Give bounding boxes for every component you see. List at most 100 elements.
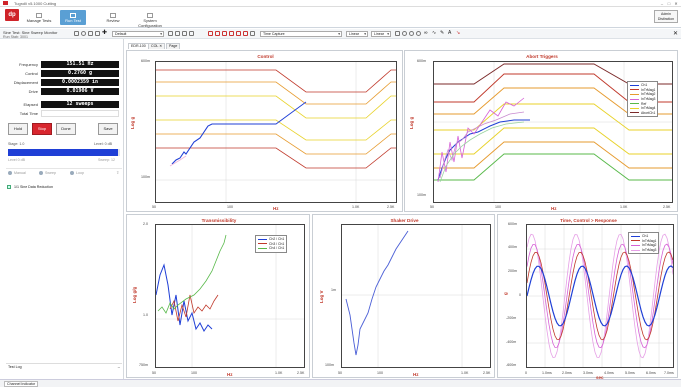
intrmag1-wave	[526, 251, 674, 341]
trans-chart-title: Transmissibility	[201, 218, 237, 223]
drive-xtick-0: 50	[338, 371, 342, 375]
expand-icon[interactable]: –	[117, 364, 120, 369]
marker-icon[interactable]	[208, 31, 213, 36]
loop-icon[interactable]	[70, 171, 74, 175]
tab-manage-tests[interactable]: Manage Tests	[26, 10, 52, 25]
waveform-icon[interactable]: ∿	[432, 30, 437, 36]
delta-icon[interactable]	[236, 31, 241, 36]
stop-button[interactable]: Stop	[32, 123, 52, 135]
checkbox-icon[interactable]	[7, 185, 11, 189]
settings-icon[interactable]	[74, 31, 79, 36]
tab-col[interactable]: COL ✕	[148, 43, 166, 49]
control-chart-panel: Control 600m 100m Log g 50 100 1.0K 2.5K…	[126, 50, 403, 212]
peak-icon[interactable]	[215, 31, 220, 36]
abort-limit-low	[434, 153, 672, 181]
y-scale-select[interactable]: Linear ▾	[371, 31, 391, 37]
print-icon[interactable]	[189, 31, 194, 36]
tab-system-configuration[interactable]: System Configuration	[133, 10, 167, 28]
drive-plot-area[interactable]	[341, 224, 491, 368]
reference-series	[216, 101, 307, 125]
close-view-icon[interactable]: ✕	[672, 31, 678, 37]
maximize-icon[interactable]: □	[667, 1, 671, 6]
drive-chart-panel: Shaker Drive 1m 100m Log V 50 100 1.0K 2…	[312, 214, 495, 378]
test-log-label: Test Log	[8, 365, 22, 369]
readout-label-frequency: Frequency	[19, 62, 38, 67]
view-select[interactable]: Time Capture ▾	[260, 31, 342, 37]
legend-label: Ref	[641, 101, 647, 106]
time-ytick: -600m	[506, 363, 517, 367]
sweep-label[interactable]: Sweep	[45, 171, 56, 175]
progress-fill	[8, 149, 118, 156]
annotate-icon[interactable]: ↘	[456, 30, 461, 36]
play-icon	[70, 13, 76, 18]
hold-button[interactable]: Hold	[8, 123, 28, 135]
drive-chart-title: Shaker Drive	[390, 218, 419, 223]
harmonic-icon[interactable]	[229, 31, 234, 36]
legend-item: InTrMag1	[630, 88, 655, 93]
trans-ytick-bot: 750m	[139, 363, 148, 367]
pen-icon[interactable]: ✎	[440, 30, 445, 36]
data-reduction-row[interactable]: 1/1 Sine Data Reduction	[6, 184, 122, 192]
intrmag3-wave	[526, 233, 674, 359]
legend-label: Ch2 / Ch1	[269, 237, 285, 242]
minimize-icon[interactable]: –	[660, 1, 664, 6]
zoom-in-icon[interactable]	[402, 31, 407, 36]
abort-chart-title: Abort Triggers	[526, 54, 558, 59]
save-icon[interactable]	[88, 31, 93, 36]
legend-item: Ref	[630, 101, 655, 106]
x-scale-select[interactable]: Linear ▾	[346, 31, 368, 37]
link-icon[interactable]: ∞	[424, 30, 428, 36]
manual-icon[interactable]	[8, 171, 12, 175]
done-button[interactable]: Done	[56, 123, 76, 135]
tab-edr[interactable]: EDR-100	[128, 43, 149, 49]
pin-icon[interactable]: ⇧	[116, 170, 120, 175]
progress-label: Stage: 1.0	[8, 142, 25, 146]
readout-drive: 0.01906 V	[41, 88, 119, 95]
zoom-out-icon[interactable]	[409, 31, 414, 36]
admin-button[interactable]: Admin Distinction	[654, 10, 678, 23]
cursor-icon[interactable]	[175, 31, 180, 36]
zoom-fit-icon[interactable]	[416, 31, 421, 36]
manual-label[interactable]: Manual	[14, 171, 26, 175]
status-text[interactable]: Channel Indicator	[4, 381, 39, 387]
legend-label: InTrMag4	[641, 106, 656, 111]
abort-lower-line	[156, 147, 396, 169]
export-icon[interactable]	[182, 31, 187, 36]
band-icon[interactable]	[222, 31, 227, 36]
abort-plot-area[interactable]	[433, 61, 673, 203]
close-icon[interactable]: ✕	[674, 1, 678, 6]
pin-icon[interactable]: ✚	[102, 30, 108, 36]
tab-label: Manage Tests	[26, 18, 52, 23]
abort-xtick-0: 50	[430, 205, 434, 209]
time-ytick: 600m	[508, 222, 517, 226]
time-ytick: 200m	[508, 269, 517, 273]
tab-review[interactable]: Review	[100, 10, 126, 25]
time-legend: Ch1 InTrMag1 InTrMag2 InTrMag3	[628, 232, 660, 255]
drive-xtick-2: 1.0K	[461, 371, 469, 375]
layout-select[interactable]: Default ▾	[112, 31, 164, 37]
time-ytick: 400m	[508, 245, 517, 249]
zoom-box-icon[interactable]	[395, 31, 400, 36]
loop-label[interactable]: Loop	[76, 171, 84, 175]
time-ytick: -200m	[506, 316, 517, 320]
time-ylabel: g	[503, 292, 508, 295]
control-plot-area[interactable]	[155, 61, 397, 203]
sweep-icon[interactable]	[39, 171, 43, 175]
record-icon[interactable]	[81, 31, 86, 36]
drive-series	[345, 230, 409, 356]
legend-item: InTrMag3	[631, 248, 656, 253]
control-xtick-2: 1.0K	[352, 205, 360, 209]
clear-marker-icon[interactable]	[243, 31, 248, 36]
tab-page[interactable]: Page	[166, 43, 181, 49]
layout-icon[interactable]	[95, 31, 100, 36]
text-icon[interactable]: A	[448, 30, 452, 36]
chart-options-icon[interactable]	[250, 31, 255, 36]
save-button[interactable]: Save	[98, 123, 118, 135]
ribbon	[0, 7, 681, 28]
tab-run-test[interactable]: Run Test	[60, 10, 86, 25]
time-xtick: 6.0ms	[646, 371, 656, 375]
grid-icon[interactable]	[168, 31, 173, 36]
y-scale-value: Linear	[374, 32, 384, 36]
legend-item: Ch1	[630, 83, 655, 88]
test-log-row[interactable]: Test Log –	[6, 363, 122, 369]
